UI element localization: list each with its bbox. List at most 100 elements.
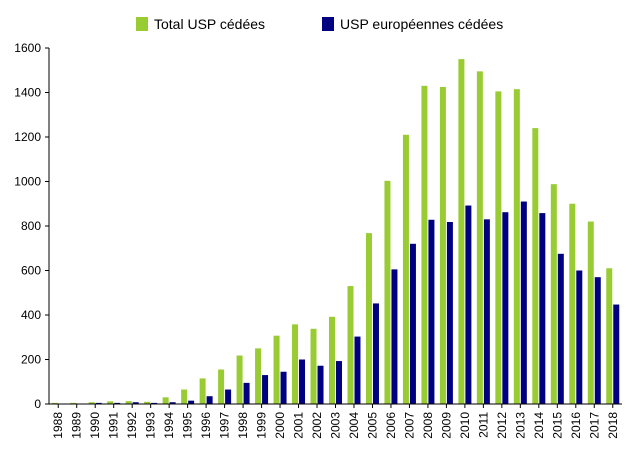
bar-european-2013 bbox=[520, 201, 527, 404]
bar-european-2009 bbox=[446, 221, 453, 404]
bar-total-2003 bbox=[329, 316, 335, 404]
bar-european-2004 bbox=[354, 336, 361, 404]
x-tick-label-1989: 1989 bbox=[70, 412, 84, 439]
y-tick-label: 1600 bbox=[14, 41, 41, 55]
bar-total-2007 bbox=[402, 134, 409, 404]
bar-european-1996 bbox=[206, 396, 213, 404]
x-tick-label-1997: 1997 bbox=[218, 412, 232, 439]
bar-total-1999 bbox=[255, 348, 262, 404]
x-tick-label-1992: 1992 bbox=[125, 412, 139, 439]
bar-european-2000 bbox=[280, 371, 287, 404]
x-tick-label-1991: 1991 bbox=[107, 412, 121, 439]
bars bbox=[51, 59, 620, 405]
bar-european-1999 bbox=[262, 375, 269, 404]
bar-total-2014 bbox=[532, 128, 539, 404]
x-tick-label-2015: 2015 bbox=[550, 412, 564, 439]
legend-swatch-total bbox=[136, 17, 148, 31]
x-tick-label-2018: 2018 bbox=[606, 412, 620, 439]
bar-european-2003 bbox=[336, 361, 342, 404]
x-tick-label-2007: 2007 bbox=[402, 412, 416, 439]
bar-european-1993 bbox=[151, 402, 158, 404]
x-tick-label-1990: 1990 bbox=[88, 412, 102, 439]
x-tick-label-2010: 2010 bbox=[458, 412, 472, 439]
y-tick-label: 1000 bbox=[14, 175, 41, 189]
bar-european-2011 bbox=[483, 219, 490, 404]
x-tick-label-2003: 2003 bbox=[329, 412, 343, 439]
y-tick-label: 1400 bbox=[14, 86, 41, 100]
y-tick-label: 600 bbox=[21, 264, 41, 278]
bar-total-1988 bbox=[51, 402, 58, 404]
bar-total-1992 bbox=[125, 401, 132, 404]
legend-label-total: Total USP cédées bbox=[154, 16, 265, 32]
x-tick-label-2009: 2009 bbox=[439, 412, 453, 439]
bar-european-1998 bbox=[243, 382, 250, 404]
bar-european-2017 bbox=[594, 277, 601, 404]
bar-european-2014 bbox=[539, 213, 546, 404]
bar-european-2005 bbox=[372, 303, 379, 404]
bar-total-1994 bbox=[162, 397, 169, 404]
bar-european-2010 bbox=[465, 205, 472, 404]
bar-european-2002 bbox=[317, 365, 324, 404]
bar-european-1995 bbox=[188, 400, 195, 404]
x-tick-label-1995: 1995 bbox=[181, 412, 195, 439]
x-tick-label-1999: 1999 bbox=[255, 412, 269, 439]
x-tick-label-2016: 2016 bbox=[569, 412, 583, 439]
bar-total-2004 bbox=[347, 286, 354, 404]
bar-european-1992 bbox=[132, 402, 139, 404]
x-tick-label-2013: 2013 bbox=[513, 412, 527, 439]
bar-total-1996 bbox=[199, 378, 206, 404]
y-tick-label: 400 bbox=[21, 308, 41, 322]
bar-european-2015 bbox=[557, 253, 564, 404]
bar-european-1994 bbox=[169, 402, 176, 404]
bar-european-2007 bbox=[409, 243, 416, 404]
x-tick-label-1994: 1994 bbox=[162, 412, 176, 439]
bar-european-2001 bbox=[299, 359, 306, 404]
y-tick-label: 0 bbox=[34, 397, 41, 411]
bar-total-1998 bbox=[236, 355, 243, 404]
bar-total-2001 bbox=[292, 324, 299, 404]
y-tick-label: 200 bbox=[21, 353, 41, 367]
bar-total-1995 bbox=[181, 389, 188, 404]
bar-total-2005 bbox=[365, 233, 372, 404]
x-axis-ticks: 1988 1989 1990 1991 1992 1993 1994 1995 1996 1997… bbox=[51, 404, 620, 439]
bar-total-2009 bbox=[439, 86, 446, 404]
x-tick-label-2011: 2011 bbox=[476, 412, 490, 438]
x-tick-label-2012: 2012 bbox=[495, 412, 509, 439]
legend-swatch-european bbox=[322, 17, 334, 31]
bar-total-2010 bbox=[458, 59, 465, 404]
x-tick-label-1998: 1998 bbox=[236, 412, 250, 439]
bar-total-2012 bbox=[495, 91, 502, 404]
bar-total-2008 bbox=[421, 85, 428, 404]
bar-total-1990 bbox=[88, 402, 95, 404]
bar-total-2017 bbox=[587, 221, 594, 404]
y-tick-label: 800 bbox=[21, 219, 41, 233]
x-tick-label-2000: 2000 bbox=[273, 412, 287, 439]
bar-european-2012 bbox=[502, 212, 509, 404]
bar-total-2015 bbox=[550, 184, 557, 404]
x-tick-label-1993: 1993 bbox=[144, 412, 158, 439]
bar-european-2016 bbox=[576, 270, 583, 404]
x-tick-label-2006: 2006 bbox=[384, 412, 398, 439]
x-tick-label-2004: 2004 bbox=[347, 412, 361, 439]
x-tick-label-2002: 2002 bbox=[310, 412, 324, 439]
bar-total-2016 bbox=[569, 203, 576, 404]
legend: Total USP cédées USP européennes cédées bbox=[136, 16, 503, 32]
bar-total-2013 bbox=[513, 89, 520, 404]
legend-label-european: USP européennes cédées bbox=[340, 16, 503, 32]
bar-total-1997 bbox=[218, 369, 225, 404]
x-tick-label-2014: 2014 bbox=[532, 412, 546, 439]
bar-european-2006 bbox=[391, 269, 398, 404]
bar-european-2018 bbox=[613, 304, 620, 404]
x-tick-label-2017: 2017 bbox=[587, 412, 601, 439]
bar-total-1993 bbox=[144, 401, 151, 404]
bar-total-2000 bbox=[273, 335, 280, 404]
x-tick-label-2008: 2008 bbox=[421, 412, 435, 439]
y-axis-ticks: 0 200 400 600 800 1000 1200 1400 1600 bbox=[14, 41, 49, 411]
bar-total-2018 bbox=[606, 268, 613, 404]
y-tick-label: 1200 bbox=[14, 130, 41, 144]
bar-total-2006 bbox=[384, 180, 391, 404]
x-tick-label-1988: 1988 bbox=[51, 412, 65, 439]
bar-total-2002 bbox=[310, 328, 317, 404]
bar-total-1989 bbox=[70, 402, 77, 404]
